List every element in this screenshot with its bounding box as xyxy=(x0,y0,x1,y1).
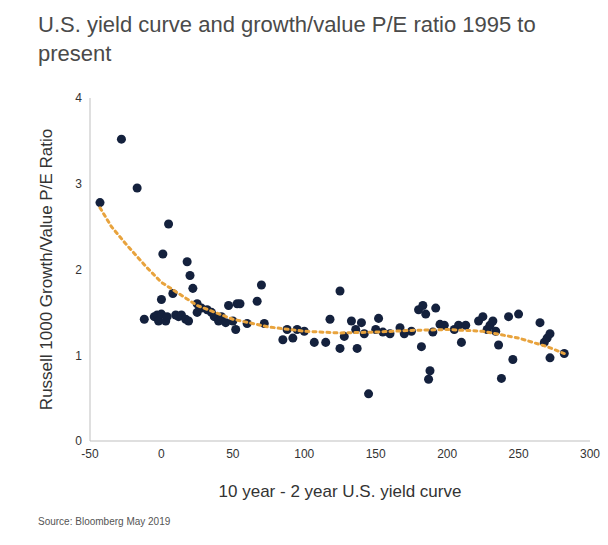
svg-text:150: 150 xyxy=(366,447,386,461)
html-text:U.S. yield curve and growth/va: U.S. yield curve and growth/value P/E ra… xyxy=(38,12,536,66)
svg-text:300: 300 xyxy=(580,447,600,461)
svg-text:250: 250 xyxy=(509,447,529,461)
svg-text:3: 3 xyxy=(75,177,82,191)
svg-text:0: 0 xyxy=(158,447,165,461)
svg-text:1: 1 xyxy=(75,349,82,363)
svg-text:10 year - 2 year U.S. yield cu: 10 year - 2 year U.S. yield curve xyxy=(219,482,462,501)
svg-text:0: 0 xyxy=(75,434,82,448)
svg-text:4: 4 xyxy=(75,91,82,105)
svg-text:-50: -50 xyxy=(81,447,99,461)
svg-text:50: 50 xyxy=(226,447,240,461)
svg-text:100: 100 xyxy=(294,447,314,461)
html-text:Source: Bloomberg May 2019: Source: Bloomberg May 2019 xyxy=(38,516,171,527)
svg-text:200: 200 xyxy=(437,447,457,461)
svg-text:2: 2 xyxy=(75,263,82,277)
svg-text:Russell 1000 Growth/Value P/E: Russell 1000 Growth/Value P/E Ratio xyxy=(37,129,56,410)
